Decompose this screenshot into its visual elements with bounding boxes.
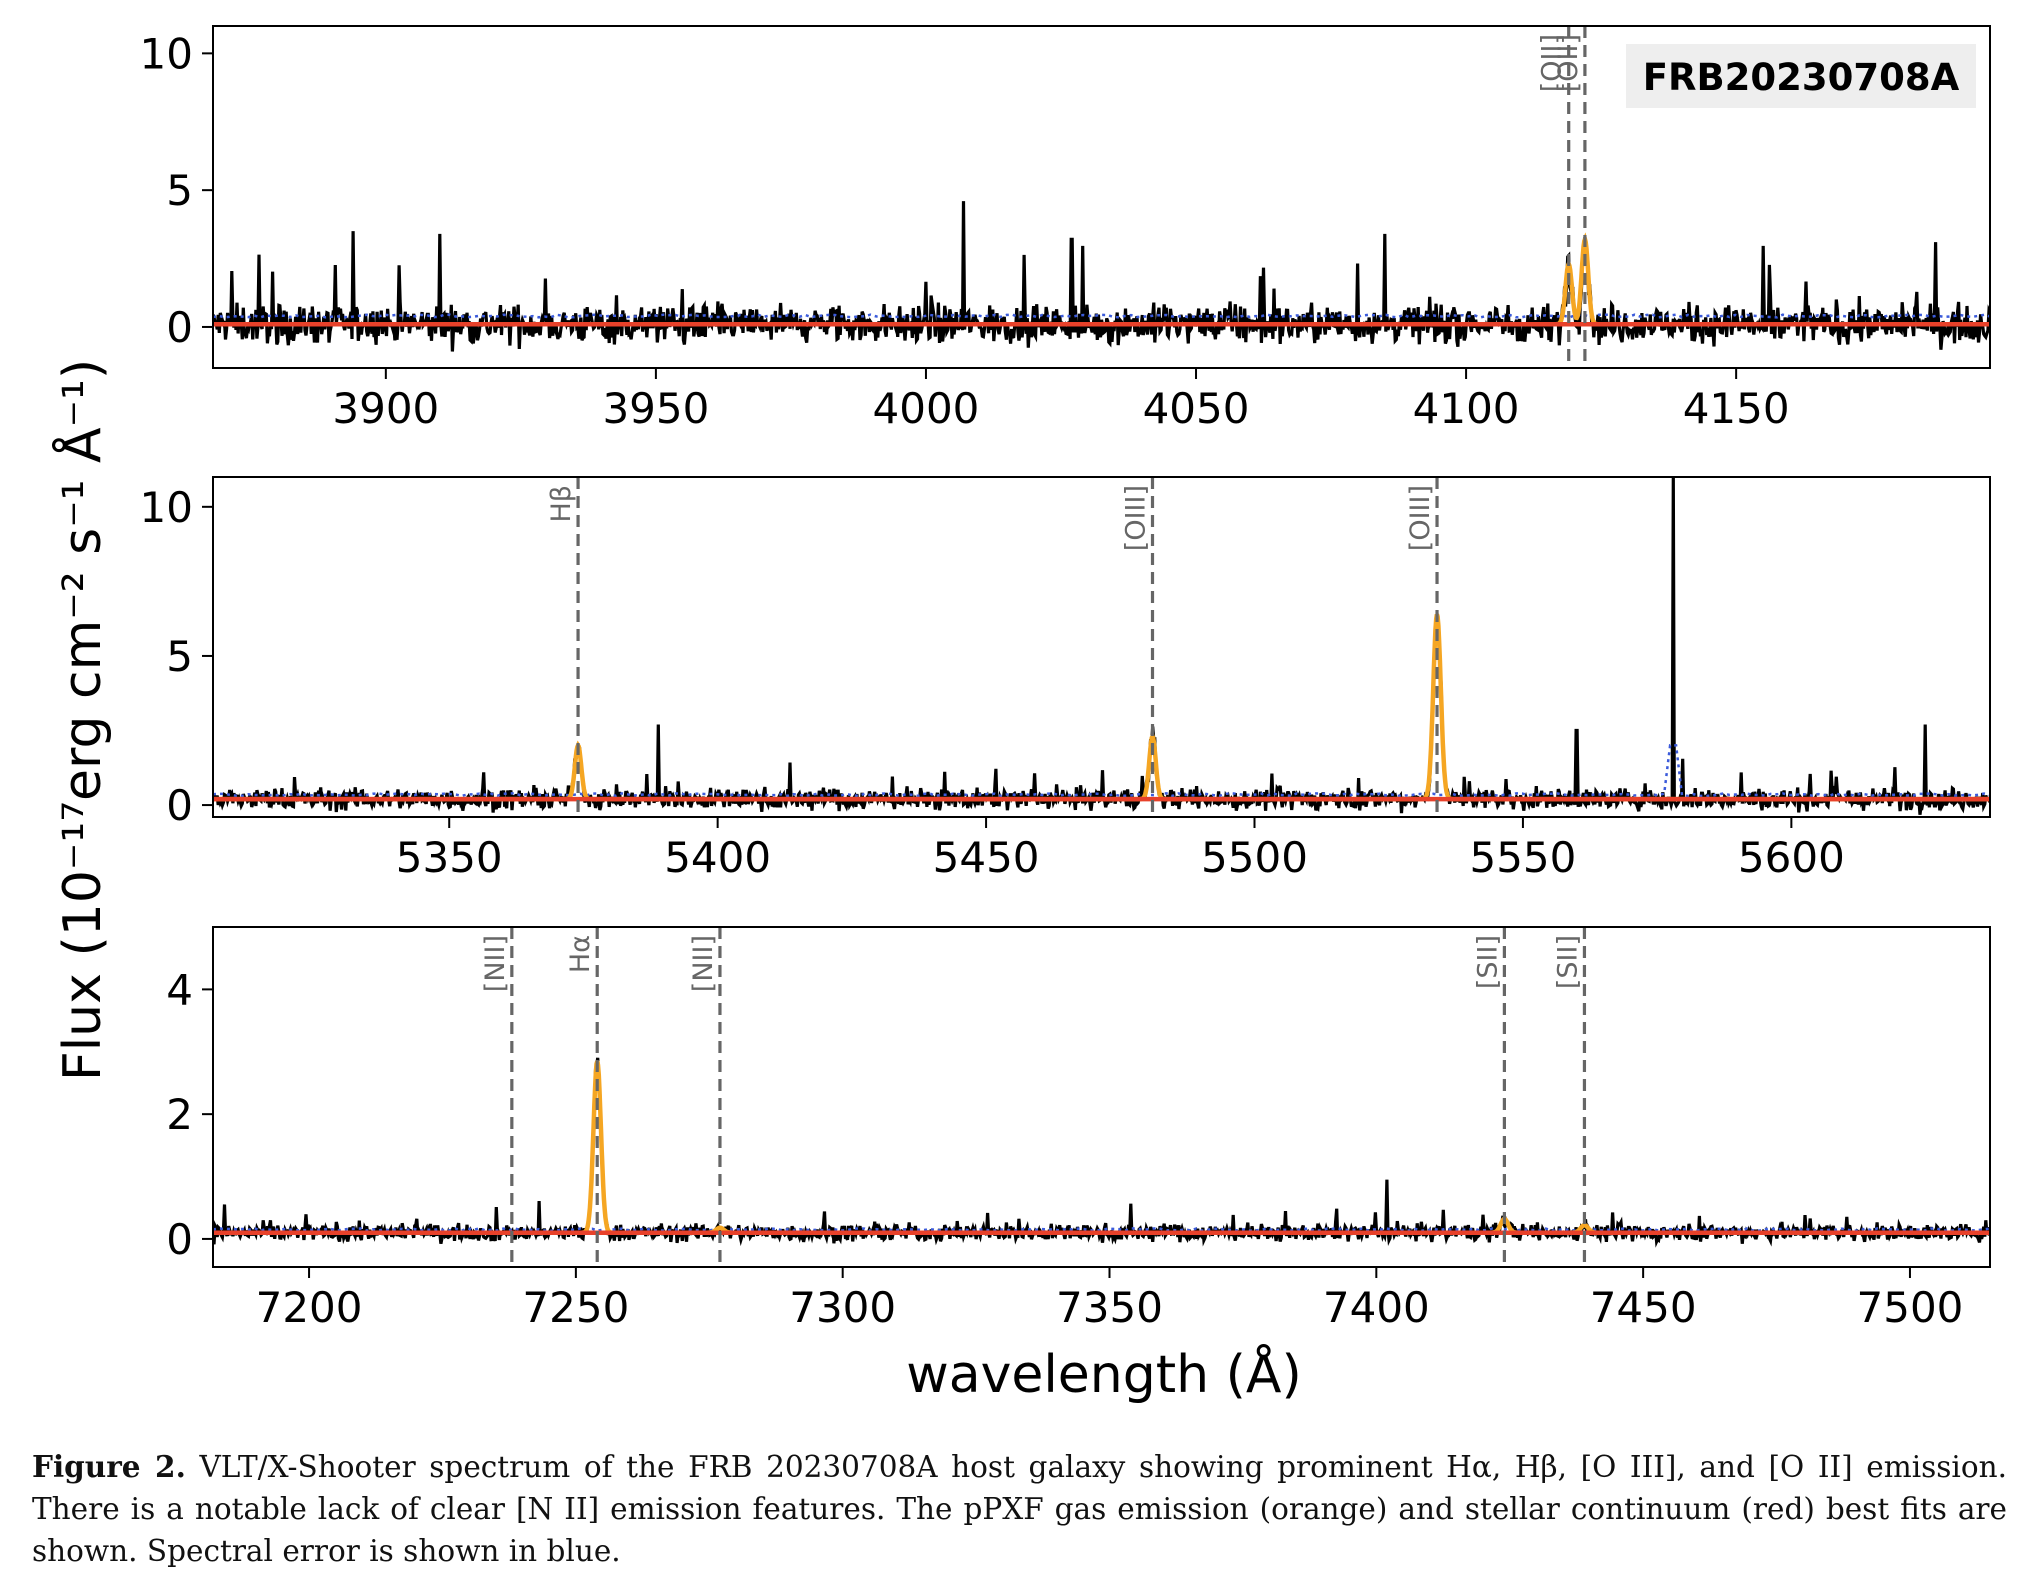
- x-tick-label: 3900: [332, 384, 439, 433]
- emission-line-label: Hβ: [546, 485, 577, 523]
- x-tick-label: 7250: [522, 1283, 629, 1332]
- panel-top: [OII][OII] 3900 3950 4000 4050 4100 4150 0 5 10: [140, 25, 1991, 433]
- caption-label: Figure 2.: [32, 1449, 186, 1484]
- emission-line-label: [NII]: [688, 935, 719, 992]
- emission-line-label: [OIII]: [1121, 485, 1152, 551]
- panel-frame: [212, 25, 1991, 369]
- emission-line-label: [SII]: [1472, 935, 1503, 989]
- x-tick-label: 7500: [1857, 1283, 1964, 1332]
- x-tick-label: 4100: [1413, 384, 1520, 433]
- emission-line-label: [SII]: [1552, 935, 1583, 989]
- x-tick-label: 7300: [789, 1283, 896, 1332]
- x-tick-label: 5450: [933, 833, 1040, 882]
- y-tick-label: 10: [140, 29, 193, 78]
- gas-emission-fit-line: [213, 232, 1990, 327]
- gas-emission-fit-line: [213, 1060, 1990, 1235]
- emission-line-label: Hα: [565, 935, 596, 973]
- spectrum-figure: [OII][OII]3900 3950 4000 4050 4100 41500510Hβ…: [51, 25, 1991, 1405]
- x-tick-label: 3950: [602, 384, 709, 433]
- figure-badge: FRB20230708A: [1626, 44, 1976, 108]
- y-tick-label: 0: [166, 781, 193, 830]
- x-tick-label: 7400: [1323, 1283, 1430, 1332]
- emission-line-label: [NII]: [480, 935, 511, 992]
- x-tick-label: 4150: [1683, 384, 1790, 433]
- y-tick-label: 2: [166, 1090, 193, 1139]
- x-tick-label: 5350: [396, 833, 503, 882]
- y-tick-label: 10: [140, 483, 193, 532]
- x-axis-label: wavelength (Å): [906, 1343, 1302, 1405]
- y-tick-label: 4: [166, 965, 193, 1014]
- x-tick-label: 5500: [1201, 833, 1308, 882]
- x-tick-label: 7450: [1590, 1283, 1697, 1332]
- x-tick-label: 4000: [873, 384, 980, 433]
- x-tick-label: 5600: [1738, 833, 1845, 882]
- x-tick-label: 5400: [664, 833, 771, 882]
- y-tick-label: 5: [166, 632, 193, 681]
- panel-bottom: [NII] Hα [NII] [SII] [SII] 7200 7250 7300 7350 74…: [166, 926, 1991, 1332]
- panel-middle: Hβ [OIII] [OIII] 5350 5400 5450 5500 5550 5600 0 5…: [140, 476, 1991, 882]
- observed-spectrum-line: [213, 477, 1990, 815]
- observed-spectrum-line: [213, 1057, 1990, 1248]
- x-tick-label: 4050: [1143, 384, 1250, 433]
- emission-line-label: [OIII]: [1405, 485, 1436, 551]
- error-spectrum-line: [213, 1227, 1990, 1233]
- y-axis-label: Flux (10⁻¹⁷erg cm⁻² s⁻¹ Å⁻¹): [51, 359, 113, 1081]
- error-spectrum-line: [213, 744, 1990, 798]
- badge-label: FRB20230708A: [1643, 56, 1960, 99]
- figure-caption: Figure 2. VLT/X-Shooter spectrum of the …: [32, 1446, 2007, 1572]
- y-tick-label: 0: [166, 303, 193, 352]
- emission-line-label: [OII]: [1537, 34, 1568, 92]
- x-tick-label: 7200: [256, 1283, 363, 1332]
- y-tick-label: 0: [166, 1215, 193, 1264]
- error-spectrum-line: [213, 313, 1990, 319]
- y-tick-label: 5: [166, 166, 193, 215]
- caption-text: VLT/X-Shooter spectrum of the FRB 202307…: [32, 1450, 2007, 1568]
- panel-frame: [212, 926, 1991, 1268]
- panel-frame: [212, 476, 1991, 818]
- x-tick-label: 7350: [1056, 1283, 1163, 1332]
- observed-spectrum-line: [213, 201, 1990, 352]
- x-tick-label: 5550: [1469, 833, 1576, 882]
- emission-line-label: [OII]: [1553, 34, 1584, 92]
